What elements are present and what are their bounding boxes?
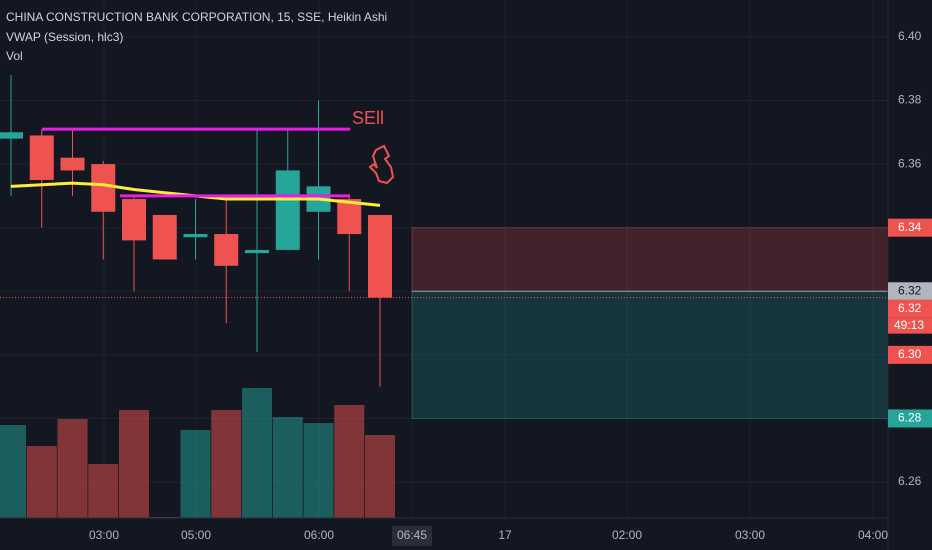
candle-body [368,214,392,298]
candle-body [29,135,54,180]
price-label-box [888,409,932,428]
price-label: 6.30 [898,347,922,361]
volume-bar [119,410,149,518]
price-label-box [888,299,932,318]
volume-bar [242,388,272,518]
x-label-box [392,526,432,546]
y-tick-label: 6.38 [898,93,922,107]
volume-bar [334,405,365,518]
volume-bar [365,435,395,518]
x-tick-label: 05:00 [181,528,211,542]
volume-bar [88,464,119,518]
volume-bar [0,425,26,518]
countdown: 49:13 [894,318,924,332]
indicator-legend: Vol [6,49,23,63]
x-tick-label: 06:00 [304,528,334,542]
price-label: 6.32 [898,301,922,315]
x-tick-label: 02:00 [612,528,642,542]
candle-body [60,157,85,171]
volume-bar [26,446,57,518]
price-label-box [888,345,932,364]
y-tick-label: 6.26 [898,474,922,488]
volume-bar [57,419,88,518]
candle-body [337,199,362,235]
price-label: 6.34 [898,220,922,234]
hand-icon [368,144,395,185]
chart-title: CHINA CONSTRUCTION BANK CORPORATION, 15,… [6,10,387,24]
annotation: SEll [352,108,384,128]
candle-body [152,214,177,260]
price-label-box [888,218,932,237]
x-tick-label: 17 [498,528,512,542]
x-tick-label: 04:00 [858,528,888,542]
candle-body [122,199,146,241]
price-label-box [888,282,932,301]
volume-bar [180,430,211,518]
indicator-legend: VWAP (Session, hlc3) [6,30,123,44]
target-zone [411,290,889,419]
candle-body [214,234,239,266]
candle-body [275,170,300,250]
y-tick-label: 6.36 [898,156,922,170]
price-label: 6.28 [898,411,922,425]
volume-bar [272,417,303,518]
candle-body [91,164,116,212]
candle-body [0,132,23,139]
x-tick-label: 03:00 [735,528,765,542]
x-tick-label: 03:00 [89,528,119,542]
volume-bar [211,410,242,518]
y-tick-label: 6.40 [898,29,922,43]
price-label: 6.32 [898,283,922,297]
volume-bar [303,423,334,518]
candle-body [183,234,208,238]
candle-body [245,249,269,254]
countdown-box [888,317,932,334]
stop-zone [411,227,889,292]
x-tick-label: 06:45 [397,528,427,542]
